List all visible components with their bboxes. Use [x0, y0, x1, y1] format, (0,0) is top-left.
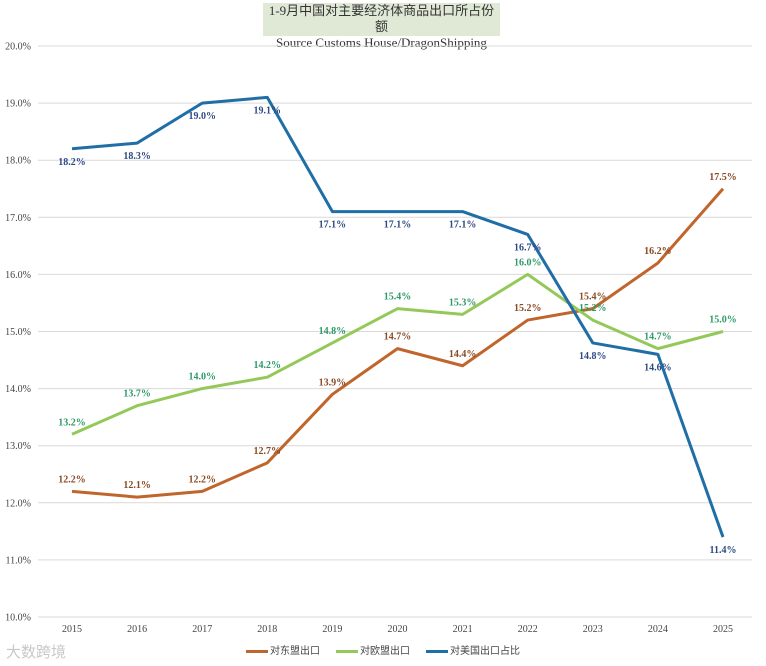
data-label: 17.1% — [449, 220, 477, 231]
data-label: 19.0% — [188, 111, 216, 122]
data-label: 12.1% — [123, 480, 151, 491]
y-tick-label: 15.0% — [5, 327, 31, 338]
data-label: 14.6% — [644, 362, 672, 373]
data-label: 15.2% — [514, 303, 542, 314]
data-label: 13.7% — [123, 389, 151, 400]
data-label: 12.2% — [58, 474, 86, 485]
data-label: 15.4% — [384, 292, 412, 303]
y-tick-label: 17.0% — [5, 213, 31, 224]
legend-item: 对欧盟出口 — [336, 642, 410, 657]
data-label: 17.1% — [319, 220, 347, 231]
data-label: 11.4% — [710, 545, 737, 556]
data-label: 16.0% — [514, 257, 542, 268]
data-label: 14.8% — [319, 326, 347, 337]
chart-title-box: 1-9月中国对主要经济体商品出口所占份额 Source Customs Hous… — [263, 3, 500, 50]
data-label: 16.2% — [644, 246, 672, 257]
x-tick-label: 2021 — [453, 624, 473, 635]
data-label: 14.8% — [579, 351, 607, 362]
legend-swatch — [426, 649, 448, 653]
y-tick-label: 13.0% — [5, 441, 31, 452]
x-tick-label: 2016 — [127, 624, 147, 635]
series-line-0 — [71, 187, 725, 499]
y-tick-label: 14.0% — [5, 384, 31, 395]
y-tick-label: 18.0% — [5, 156, 31, 167]
data-label: 17.1% — [384, 220, 412, 231]
x-tick-label: 2018 — [257, 624, 277, 635]
legend-item: 对美国出口占比 — [426, 642, 520, 657]
data-label: 18.2% — [58, 157, 86, 168]
series-line-2 — [71, 95, 725, 538]
data-label: 15.4% — [579, 292, 607, 303]
data-label: 15.0% — [709, 315, 737, 326]
legend: 对东盟出口 对欧盟出口 对美国出口占比 — [0, 642, 766, 657]
legend-label: 对美国出口占比 — [450, 646, 520, 657]
data-label: 16.7% — [514, 242, 542, 253]
data-label: 13.9% — [319, 377, 347, 388]
x-tick-label: 2020 — [388, 624, 408, 635]
x-tick-label: 2022 — [518, 624, 538, 635]
data-label: 19.1% — [254, 105, 282, 116]
y-tick-label: 20.0% — [5, 42, 31, 53]
data-label: 13.2% — [58, 417, 86, 428]
data-label: 14.7% — [644, 332, 672, 343]
legend-label: 对欧盟出口 — [360, 646, 410, 657]
data-label: 12.7% — [254, 446, 282, 457]
legend-swatch — [246, 649, 268, 653]
x-tick-label: 2025 — [713, 624, 733, 635]
x-tick-label: 2015 — [62, 624, 82, 635]
x-tick-label: 2023 — [583, 624, 603, 635]
y-tick-label: 11.0% — [6, 555, 31, 566]
data-label: 14.4% — [449, 349, 477, 360]
data-label: 14.2% — [254, 360, 282, 371]
legend-label: 对东盟出口 — [270, 646, 320, 657]
watermark-logo: 大数跨境 — [6, 643, 67, 661]
data-label: 14.7% — [384, 332, 412, 343]
x-tick-label: 2019 — [322, 624, 342, 635]
legend-swatch — [336, 649, 358, 653]
data-label: 15.2% — [579, 303, 607, 314]
y-tick-label: 12.0% — [5, 498, 31, 509]
y-tick-label: 10.0% — [5, 613, 31, 624]
line-chart: 10.0% 11.0% 12.0% 13.0% 14.0% 15.0% 16.0% 17.0%… — [5, 42, 752, 635]
data-label: 15.3% — [449, 297, 477, 308]
y-tick-label: 19.0% — [5, 99, 31, 110]
chart-title: 1-9月中国对主要经济体商品出口所占份额 — [268, 3, 495, 34]
data-label: 14.0% — [188, 372, 216, 383]
y-tick-label: 16.0% — [5, 270, 31, 281]
series-line-1 — [71, 272, 724, 436]
x-tick-label: 2024 — [648, 624, 668, 635]
x-tick-label: 2017 — [192, 624, 212, 635]
data-label: 12.2% — [188, 474, 216, 485]
legend-item: 对东盟出口 — [246, 642, 320, 657]
data-label: 17.5% — [709, 172, 737, 183]
data-label: 18.3% — [123, 151, 151, 162]
